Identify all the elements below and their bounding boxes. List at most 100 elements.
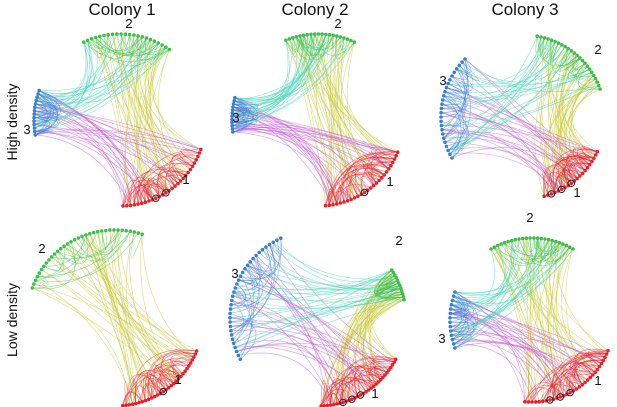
edge-group2-group3 bbox=[34, 41, 155, 132]
node-group3 bbox=[448, 78, 452, 82]
edge-within-group1 bbox=[179, 153, 197, 167]
edge-within-group2 bbox=[139, 36, 151, 58]
node-group1 bbox=[338, 201, 343, 205]
edge-within-group1 bbox=[551, 372, 577, 400]
node-group3 bbox=[448, 329, 453, 333]
node-group2 bbox=[506, 239, 510, 244]
edge-group2-group3 bbox=[232, 269, 392, 300]
highlighted-node-marker bbox=[566, 388, 574, 397]
edge-within-group3 bbox=[444, 91, 465, 155]
edge-within-group1 bbox=[524, 353, 607, 402]
edge-within-group1 bbox=[327, 180, 338, 206]
edge-within-group2 bbox=[97, 230, 104, 248]
edge-within-group2 bbox=[32, 241, 76, 290]
node-group3 bbox=[279, 236, 283, 240]
highlighted-node-marker bbox=[356, 391, 365, 399]
node-group1 bbox=[128, 203, 133, 208]
node-group3 bbox=[442, 94, 446, 98]
edge-within-group1 bbox=[327, 383, 358, 406]
edge-within-group1 bbox=[335, 388, 347, 405]
edge-within-group2 bbox=[542, 37, 552, 55]
edge-within-group1 bbox=[353, 372, 377, 397]
edge-within-group3 bbox=[456, 61, 479, 82]
edge-group2-group3 bbox=[441, 78, 596, 126]
edge-within-group1 bbox=[374, 362, 393, 383]
highlighted-node-marker bbox=[152, 194, 160, 202]
node-group1 bbox=[599, 361, 604, 366]
node-group2 bbox=[549, 38, 554, 42]
network-panel-4: 12 bbox=[30, 228, 199, 407]
edge-within-group2 bbox=[377, 290, 404, 302]
node-group3 bbox=[232, 99, 236, 103]
node-group3 bbox=[452, 70, 457, 75]
node-group1 bbox=[542, 194, 546, 198]
node-group2 bbox=[349, 38, 353, 43]
edge-group1-group3 bbox=[453, 343, 533, 403]
edge-group2-group3 bbox=[36, 40, 93, 102]
edge-within-group1 bbox=[320, 380, 364, 406]
edge-within-group2 bbox=[145, 38, 155, 51]
edge-within-group2 bbox=[537, 238, 570, 263]
node-group2 bbox=[167, 47, 172, 52]
node-group2 bbox=[571, 247, 575, 251]
node-group2 bbox=[123, 32, 128, 36]
node-group3 bbox=[34, 98, 38, 103]
node-group3 bbox=[240, 270, 245, 275]
edge-within-group1 bbox=[141, 382, 164, 402]
node-group2 bbox=[539, 35, 543, 39]
edge-within-group3 bbox=[450, 300, 467, 314]
node-group2 bbox=[563, 44, 567, 49]
node-group1 bbox=[541, 399, 545, 404]
edge-within-group1 bbox=[174, 348, 195, 361]
edge-group2-group3 bbox=[232, 295, 404, 309]
edge-within-group2 bbox=[314, 33, 355, 56]
node-group2 bbox=[564, 243, 569, 248]
edge-within-group3 bbox=[233, 291, 252, 356]
node-group3 bbox=[267, 242, 272, 247]
node-group1 bbox=[376, 380, 381, 384]
edge-within-group3 bbox=[443, 95, 462, 159]
node-group1 bbox=[120, 403, 125, 407]
node-group3 bbox=[32, 126, 37, 130]
edge-within-group2 bbox=[32, 231, 131, 289]
edge-within-group3 bbox=[443, 68, 466, 139]
node-group3 bbox=[444, 85, 449, 90]
node-group1 bbox=[365, 188, 370, 192]
node-group1 bbox=[574, 387, 579, 391]
edge-within-group2 bbox=[335, 36, 352, 60]
edge-within-group3 bbox=[35, 93, 59, 136]
node-group2 bbox=[32, 282, 36, 286]
edge-within-group1 bbox=[538, 381, 583, 402]
edge-within-group1 bbox=[374, 366, 390, 380]
node-group1 bbox=[167, 188, 171, 193]
edge-within-group3 bbox=[450, 291, 469, 314]
edge-within-group3 bbox=[238, 272, 255, 285]
edge-group2-group3 bbox=[37, 37, 98, 100]
node-group2 bbox=[345, 37, 350, 41]
node-group3 bbox=[439, 119, 443, 124]
node-group1 bbox=[154, 196, 158, 200]
edge-within-group1 bbox=[563, 156, 594, 188]
edge-within-group1 bbox=[144, 350, 197, 401]
edge-group1-group3 bbox=[441, 129, 556, 193]
edge-within-group1 bbox=[164, 162, 195, 193]
node-group2 bbox=[554, 239, 558, 244]
node-group3 bbox=[450, 337, 455, 342]
node-group1 bbox=[197, 151, 202, 155]
edge-within-group2 bbox=[91, 35, 139, 59]
node-group2 bbox=[572, 51, 577, 55]
edge-group1-group3 bbox=[231, 300, 381, 380]
edge-within-group3 bbox=[448, 61, 474, 87]
edge-within-group3 bbox=[229, 317, 257, 327]
node-group3 bbox=[32, 112, 36, 116]
edge-within-group2 bbox=[37, 231, 131, 278]
edge-within-group3 bbox=[232, 97, 250, 127]
highlighted-node-marker bbox=[162, 189, 170, 197]
edge-within-group1 bbox=[542, 374, 593, 402]
edge-within-group2 bbox=[542, 38, 556, 62]
node-group2 bbox=[517, 237, 521, 241]
edge-within-group2 bbox=[77, 236, 86, 250]
edge-within-group1 bbox=[137, 170, 189, 205]
edge-within-group1 bbox=[572, 148, 594, 165]
edge-within-group2 bbox=[535, 36, 542, 54]
